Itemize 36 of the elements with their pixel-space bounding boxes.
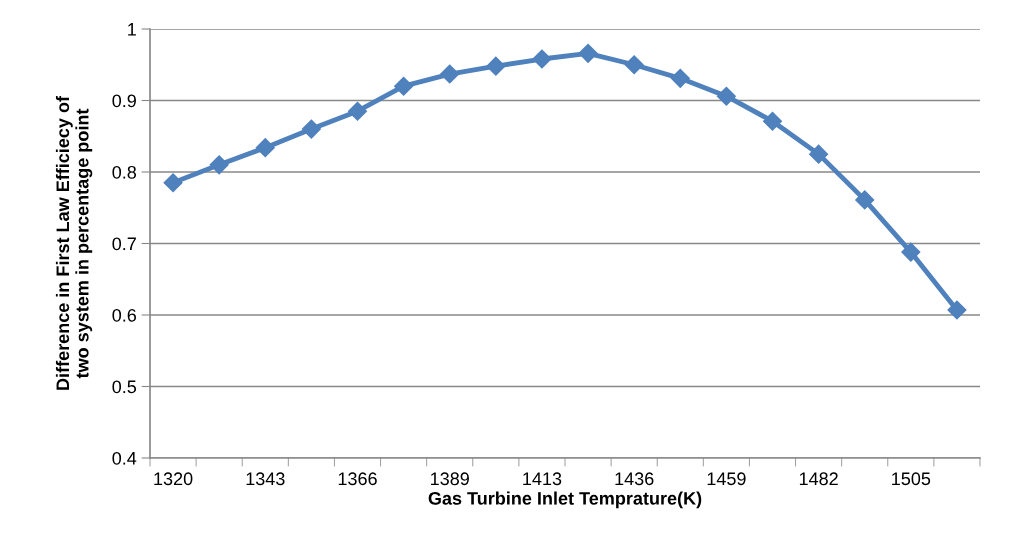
point: [347, 101, 368, 121]
x-tick-label: 1436: [615, 472, 654, 486]
point: [670, 68, 690, 88]
x-tick-label: 1343: [246, 472, 285, 486]
point: [947, 300, 967, 320]
y-tick-label: 0.8: [112, 165, 137, 179]
y-tick-label: 0.9: [112, 94, 136, 108]
point: [624, 55, 644, 75]
y-axis-title: Difference in First Law Efficiecy of two system in percentage point: [55, 95, 93, 390]
point: [855, 190, 875, 210]
y-tick-label: 0.4: [112, 451, 137, 465]
point: [301, 119, 321, 139]
point: [578, 43, 598, 63]
point: [532, 49, 552, 69]
point: [762, 111, 783, 131]
x-tick-label: 1413: [523, 472, 562, 486]
x-tick-label: 1366: [338, 472, 377, 486]
x-tick-label: 1505: [892, 472, 931, 486]
y-tick-label: 0.7: [112, 237, 136, 251]
point: [255, 138, 275, 158]
x-tick-label: 1320: [154, 472, 193, 486]
x-tick-label: 1389: [431, 472, 469, 486]
x-tick-label: 1459: [707, 472, 746, 486]
point: [809, 144, 829, 164]
x-tick-label: 1482: [799, 472, 838, 486]
y-tick-label: 1: [128, 23, 136, 36]
point: [163, 173, 183, 193]
point: [209, 155, 229, 175]
point: [901, 242, 921, 262]
point: [486, 56, 506, 76]
x-axis-title: Gas Turbine Inlet Temprature(K): [428, 491, 702, 509]
y-tick-label: 0.6: [112, 308, 137, 322]
point: [394, 76, 414, 96]
point: [716, 86, 736, 106]
point: [440, 64, 460, 84]
y-tick-label: 0.5: [112, 380, 137, 394]
